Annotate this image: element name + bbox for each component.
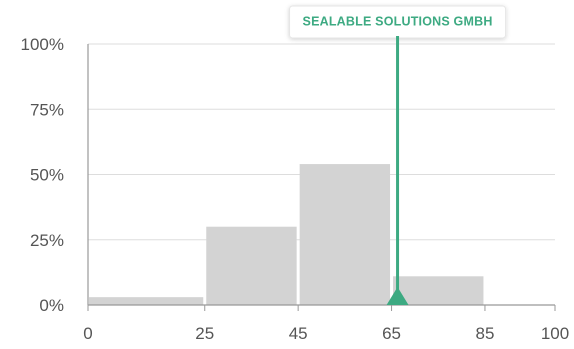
bars <box>89 164 484 305</box>
histogram-bar <box>89 297 204 305</box>
company-marker[interactable]: SEALABLE SOLUTIONS GMBH <box>289 5 507 305</box>
x-tick-label: 65 <box>382 324 401 343</box>
y-tick-label: 75% <box>30 100 64 119</box>
marker-label: SEALABLE SOLUTIONS GMBH <box>303 14 493 28</box>
x-tick-label: 0 <box>83 324 92 343</box>
histogram-bar <box>206 226 297 305</box>
y-tick-label: 0% <box>39 296 64 315</box>
histogram-bar <box>299 164 391 305</box>
histogram-bar <box>393 276 484 305</box>
x-tick-label: 85 <box>475 324 494 343</box>
y-tick-label: 100% <box>21 35 64 54</box>
y-tick-label: 50% <box>30 166 64 185</box>
x-tick-label: 45 <box>289 324 308 343</box>
axes: 0% 25% 50% 75% 100% 0 25 45 65 85 100 <box>21 35 570 343</box>
x-tick-label: 100 <box>541 324 569 343</box>
y-tick-label: 25% <box>30 231 64 250</box>
marker-triangle-icon <box>386 287 409 305</box>
x-tick-label: 25 <box>195 324 214 343</box>
